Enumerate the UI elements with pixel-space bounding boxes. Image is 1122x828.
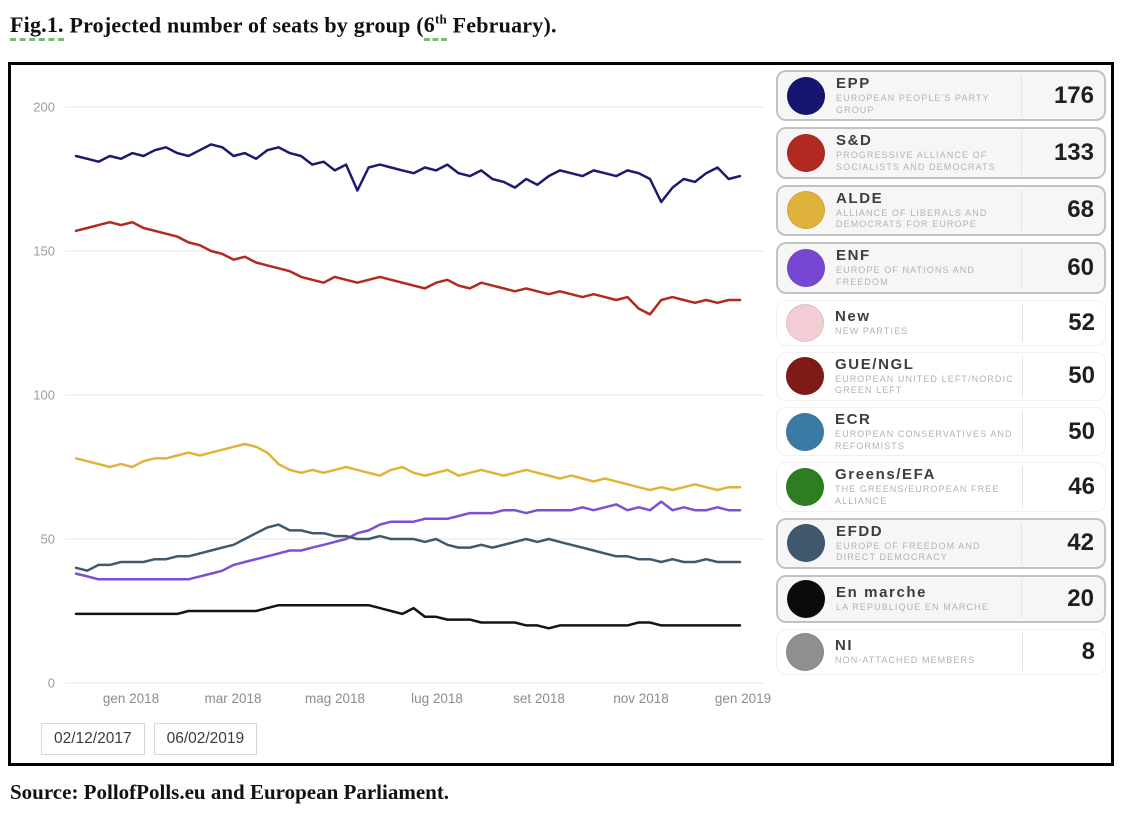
x-tick-label: set 2018 — [513, 691, 565, 706]
legend: EPP EUROPEAN PEOPLE'S PARTY GROUP 176 S&… — [776, 70, 1106, 675]
group-full-name: THE GREENS/EUROPEAN FREE ALLIANCE — [835, 484, 1000, 506]
group-seat-count: 46 — [1022, 466, 1105, 508]
y-tick-label: 0 — [48, 676, 55, 691]
x-tick-label: gen 2019 — [715, 691, 771, 706]
range-start-button[interactable]: 02/12/2017 — [41, 723, 145, 755]
legend-item-s-d[interactable]: S&D PROGRESSIVE ALLIANCE OF SOCIALISTS A… — [776, 127, 1106, 179]
x-tick-label: lug 2018 — [411, 691, 463, 706]
y-tick-label: 200 — [33, 100, 55, 115]
legend-item-en-marche[interactable]: En marche LA REPUBLIQUE EN MARCHE 20 — [776, 575, 1106, 623]
group-abbr: Greens/EFA — [835, 466, 937, 484]
figure-title-tail: February). — [446, 12, 557, 38]
group-full-name: ALLIANCE OF LIBERALS AND DEMOCRATS FOR E… — [836, 207, 988, 230]
group-full-name: LA REPUBLIQUE EN MARCHE — [836, 602, 989, 613]
group-abbr: EFDD — [836, 522, 884, 540]
group-seat-count: 133 — [1021, 132, 1104, 174]
legend-item-gue-ngl[interactable]: GUE/NGL EUROPEAN UNITED LEFT/NORDIC GREE… — [776, 351, 1106, 401]
figure-title-ordinal: th — [434, 12, 447, 27]
date-range-buttons: 02/12/2017 06/02/2019 — [41, 723, 258, 755]
legend-item-greens-efa[interactable]: Greens/EFA THE GREENS/EUROPEAN FREE ALLI… — [776, 462, 1106, 512]
group-seat-count: 42 — [1021, 522, 1104, 564]
group-color-dot — [786, 412, 824, 451]
group-seat-count: 60 — [1021, 247, 1104, 289]
group-full-name: NEW PARTIES — [835, 325, 909, 336]
group-seat-count: 8 — [1022, 633, 1105, 671]
figure-title-mid: Projected number of seats by group ( — [63, 12, 424, 38]
group-full-name: NON-ATTACHED MEMBERS — [835, 655, 976, 666]
group-abbr: New — [835, 307, 871, 325]
group-full-name: EUROPEAN UNITED LEFT/NORDIC GREEN LEFT — [835, 373, 1014, 396]
group-color-dot — [786, 357, 824, 396]
group-color-dot — [786, 303, 824, 342]
group-color-dot — [787, 76, 825, 115]
legend-item-efdd[interactable]: EFDD EUROPE OF FREEDOM AND DIRECT DEMOCR… — [776, 517, 1106, 569]
series-line-enf — [74, 500, 742, 581]
group-seat-count: 176 — [1021, 75, 1104, 117]
group-abbr: En marche — [836, 584, 928, 602]
legend-item-enf[interactable]: ENF EUROPE OF NATIONS AND FREEDOM 60 — [776, 242, 1106, 294]
y-tick-label: 50 — [41, 532, 55, 547]
group-full-name: EUROPE OF NATIONS AND FREEDOM — [836, 265, 975, 287]
group-abbr: GUE/NGL — [835, 355, 915, 373]
group-color-dot — [787, 248, 825, 287]
series-line-epp — [74, 143, 742, 204]
group-color-dot — [787, 524, 825, 563]
group-abbr: ALDE — [836, 189, 884, 207]
figure-title: Fig.1. Projected number of seats by grou… — [10, 12, 557, 42]
chart-frame: 0 50 100 150 200 gen 2018 mar 2018 mag 2018 lug … — [8, 62, 1114, 766]
group-full-name: PROGRESSIVE ALLIANCE OF SOCIALISTS AND D… — [836, 150, 996, 173]
source-line: Source: PollofPolls.eu and European Parl… — [10, 780, 450, 804]
group-seat-count: 20 — [1021, 580, 1104, 618]
group-color-dot — [787, 191, 825, 230]
group-full-name: EUROPEAN PEOPLE'S PARTY GROUP — [836, 93, 990, 115]
figure-title-prefix: Fig.1. — [10, 12, 64, 42]
legend-item-ecr[interactable]: ECR EUROPEAN CONSERVATIVES AND REFORMIST… — [776, 406, 1106, 457]
series-line-en-marche — [74, 603, 742, 630]
x-tick-label: mag 2018 — [305, 691, 365, 706]
group-abbr: EPP — [836, 75, 871, 92]
group-color-dot — [786, 633, 824, 671]
range-end-button[interactable]: 06/02/2019 — [153, 723, 258, 755]
x-tick-label: mar 2018 — [204, 691, 261, 706]
legend-item-ni[interactable]: NI NON-ATTACHED MEMBERS 8 — [776, 629, 1106, 675]
group-seat-count: 50 — [1022, 410, 1105, 453]
legend-item-epp[interactable]: EPP EUROPEAN PEOPLE'S PARTY GROUP 176 — [776, 70, 1106, 122]
y-tick-label: 100 — [33, 388, 55, 403]
group-color-dot — [786, 467, 824, 506]
x-tick-label: nov 2018 — [613, 691, 669, 706]
group-seat-count: 52 — [1022, 303, 1105, 342]
group-full-name: EUROPEAN CONSERVATIVES AND REFORMISTS — [835, 428, 1013, 451]
group-abbr: S&D — [836, 132, 873, 150]
group-seat-count: 50 — [1022, 355, 1105, 397]
series-line-efdd — [74, 523, 742, 572]
group-color-dot — [787, 580, 825, 618]
group-full-name: EUROPE OF FREEDOM AND DIRECT DEMOCRACY — [836, 540, 981, 563]
figure-title-day: 6th — [423, 12, 447, 42]
legend-item-new[interactable]: New NEW PARTIES 52 — [776, 299, 1106, 346]
group-abbr: ENF — [836, 247, 871, 265]
group-abbr: ECR — [835, 410, 872, 428]
plot-svg: 0 50 100 150 200 gen 2018 mar 2018 mag 2018 lug … — [33, 100, 771, 707]
x-tick-label: gen 2018 — [103, 691, 159, 706]
series-line-alde — [74, 442, 742, 492]
group-color-dot — [787, 134, 825, 173]
series-line-s-d — [74, 220, 742, 316]
legend-item-alde[interactable]: ALDE ALLIANCE OF LIBERALS AND DEMOCRATS … — [776, 184, 1106, 237]
group-abbr: NI — [835, 637, 854, 655]
y-tick-label: 150 — [33, 244, 55, 259]
group-seat-count: 68 — [1021, 189, 1104, 232]
